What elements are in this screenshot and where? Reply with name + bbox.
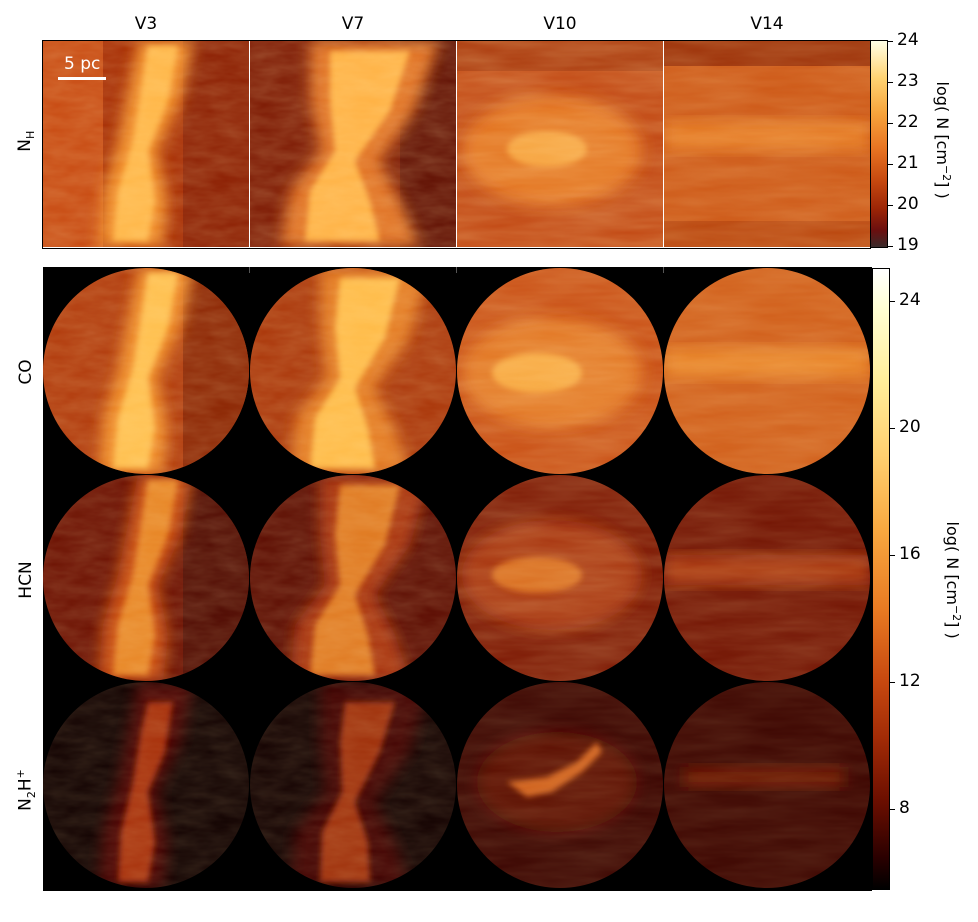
column-title-v3: V3 (134, 14, 158, 34)
colorbar-top-tick (887, 164, 893, 165)
colorbar-bottom-tick-label: 20 (899, 417, 921, 437)
hcn-map-v7 (250, 475, 456, 681)
scalebar (58, 77, 106, 80)
colorbar-bottom-tick (889, 301, 895, 302)
scalebar-label: 5 pc (64, 54, 101, 74)
co-map-v3 (43, 268, 249, 474)
colorbar-bottom-tick-label: 16 (899, 544, 921, 564)
row-label-nh: NH (14, 130, 38, 152)
colorbar-top-tick (887, 205, 893, 206)
row-label-co: CO (16, 359, 36, 385)
hcn-map-v3 (43, 475, 249, 681)
nh-map-v10 (457, 41, 663, 247)
colorbar-top-tick (887, 123, 893, 124)
hcn-map-v14 (664, 475, 870, 681)
colorbar-bottom-tick-label: 12 (899, 671, 921, 691)
colorbar-top-title: log( N [cm−2] ) (932, 81, 954, 199)
colorbar-bottom-title: log( N [cm−2] ) (942, 521, 964, 639)
colorbar-bottom-tick (889, 809, 895, 810)
colorbar-top-tick-label: 21 (897, 153, 919, 173)
colorbar-bottom-tick-label: 24 (899, 290, 921, 310)
column-title-v14: V14 (750, 14, 784, 34)
n2h-map-v3 (43, 682, 249, 888)
nh-map-v14 (664, 41, 870, 247)
row-label-hcn: HCN (16, 561, 36, 599)
colorbar-top (870, 40, 888, 248)
colorbar-top-tick-label: 20 (897, 194, 919, 214)
tick-mark (249, 267, 250, 273)
colorbar-top-tick-label: 19 (897, 235, 919, 255)
n2h-map-v7 (250, 682, 456, 888)
co-map-v14 (664, 268, 870, 474)
colorbar-top-tick (887, 41, 893, 42)
colorbar-top-tick (887, 82, 893, 83)
nh-map-v3 (43, 41, 249, 247)
column-title-v7: V7 (341, 14, 365, 34)
colorbar-bottom-tick (889, 682, 895, 683)
colorbar-bottom-tick (889, 555, 895, 556)
colorbar-top-tick-label: 22 (897, 112, 919, 132)
colorbar-bottom (872, 268, 890, 890)
nh-map-v7 (250, 41, 456, 247)
column-title-v10: V10 (543, 14, 577, 34)
colorbar-bottom-tick-label: 8 (899, 798, 910, 818)
n2h-map-v14 (664, 682, 870, 888)
colorbar-top-tick (887, 246, 893, 247)
row-label-n2h: N2H+ (13, 769, 39, 811)
tick-mark (456, 267, 457, 273)
tick-mark (663, 267, 664, 273)
co-map-v7 (250, 268, 456, 474)
n2h-map-v10 (457, 682, 663, 888)
colorbar-bottom-tick (889, 428, 895, 429)
co-map-v10 (457, 268, 663, 474)
hcn-map-v10 (457, 475, 663, 681)
colorbar-top-tick-label: 24 (897, 30, 919, 50)
colorbar-top-tick-label: 23 (897, 71, 919, 91)
